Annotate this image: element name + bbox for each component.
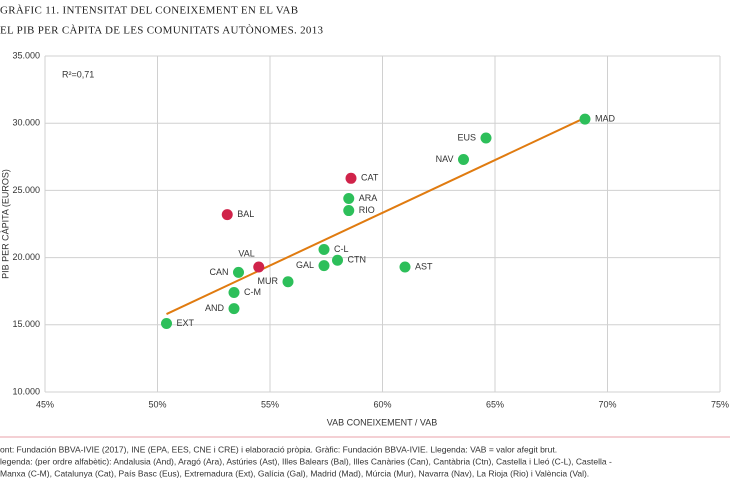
point	[318, 244, 330, 256]
point	[480, 132, 492, 144]
y-tick-label: 10.000	[12, 386, 40, 396]
y-tick-label: 35.000	[12, 50, 40, 60]
x-tick-label: 60%	[373, 399, 391, 409]
point-label: CTN	[348, 255, 367, 265]
point	[318, 260, 330, 272]
y-tick-label: 25.000	[12, 185, 40, 195]
point-label: CAN	[209, 267, 228, 277]
point	[343, 205, 355, 217]
point	[332, 254, 343, 266]
point-label: VAL	[238, 248, 254, 258]
point-label: AND	[205, 303, 225, 313]
point	[228, 287, 240, 299]
point	[161, 317, 172, 329]
chart-title: GRÀFIC 11. INTENSITAT DEL CONEIXEMENT EN…	[0, 5, 298, 17]
point	[282, 276, 294, 288]
point	[228, 303, 240, 315]
point-label: ARA	[359, 193, 378, 203]
y-tick-label: 20.000	[12, 252, 40, 262]
point	[399, 261, 411, 273]
point-label: NAV	[436, 154, 454, 164]
point-label: RIO	[359, 205, 375, 215]
point-label: AST	[415, 261, 433, 271]
x-axis-label: VAB CONEIXEMENT / VAB	[327, 417, 438, 427]
x-tick-label: 45%	[36, 399, 54, 409]
point	[458, 153, 469, 165]
point-label: MUR	[258, 276, 279, 286]
point	[345, 172, 357, 184]
y-axis-label: PIB PER CÀPITA (EUROS)	[0, 169, 10, 279]
chart-subtitle: EL PIB PER CÀPITA DE LES COMUNITATS AUTÒ…	[0, 25, 323, 37]
y-tick-label: 30.000	[12, 118, 40, 128]
point-label: GAL	[296, 260, 314, 270]
x-tick-label: 65%	[486, 399, 504, 409]
point	[221, 209, 233, 221]
x-tick-label: 70%	[598, 399, 616, 409]
point	[343, 192, 355, 204]
point-label: CAT	[361, 173, 379, 183]
trend-line	[166, 116, 586, 315]
legend-note: legenda: (per ordre alfabètic): Andalusi…	[0, 456, 612, 466]
point-label: C-L	[334, 244, 349, 254]
annotation: R²=0,71	[62, 69, 94, 79]
y-tick-label: 15.000	[12, 319, 40, 329]
x-tick-label: 75%	[711, 399, 729, 409]
point	[233, 266, 244, 278]
source: ont: Fundación BBVA-IVIE (2017), INE (EP…	[0, 444, 557, 454]
point-label: BAL	[237, 209, 254, 219]
legend-note: Manxa (C-M), Catalunya (Cat), País Basc …	[0, 468, 589, 478]
point	[253, 261, 265, 273]
point-label: MAD	[595, 114, 616, 124]
point-label: EUS	[457, 132, 476, 142]
x-tick-label: 55%	[261, 399, 279, 409]
point-label: EXT	[177, 318, 195, 328]
x-tick-label: 50%	[148, 399, 166, 409]
point-label: C-M	[244, 287, 261, 297]
point	[579, 113, 591, 125]
